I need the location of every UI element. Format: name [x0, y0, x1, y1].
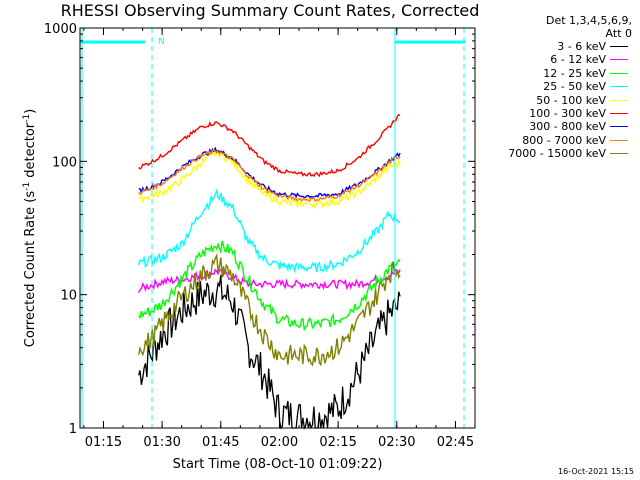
series-line-1 — [138, 275, 401, 430]
y-axis-label-part: ) — [23, 109, 38, 114]
legend-item: 7000 - 15000 keV — [484, 147, 634, 160]
legend-item: 300 - 800 keV — [484, 120, 634, 133]
y-tick-label: 10 — [60, 289, 77, 304]
legend-label: 300 - 800 keV — [529, 120, 606, 134]
plot-frame — [79, 27, 476, 429]
y-axis-label-superscript: -1 — [22, 182, 32, 191]
legend-label: 100 - 300 keV — [529, 107, 606, 120]
legend-label: 3 - 6 keV — [557, 40, 606, 53]
legend-label: 50 - 100 keV — [536, 93, 606, 107]
legend-label: 6 - 12 keV — [550, 53, 606, 67]
x-tick-label: 01:45 — [202, 435, 239, 450]
x-tick-label: 01:30 — [143, 435, 180, 450]
x-axis-label: Start Time (08-Oct-10 01:09:22) — [173, 457, 383, 472]
chart-title: RHESSI Observing Summary Count Rates, Co… — [60, 1, 480, 20]
series-line-3 — [138, 240, 401, 331]
y-axis-label-part: Corrected Count Rate (s — [23, 191, 38, 348]
legend-swatch — [610, 139, 628, 141]
legend-item: 25 - 50 keV — [484, 80, 634, 93]
legend-swatch — [610, 113, 628, 114]
legend-swatch — [610, 72, 628, 74]
x-tick-label: 02:30 — [378, 435, 415, 450]
x-tick-label: 01:15 — [85, 435, 122, 450]
legend-item: 50 - 100 keV — [484, 94, 634, 107]
legend-label: 25 - 50 keV — [543, 80, 606, 94]
legend-header-detectors: Det 1,3,4,5,6,9, — [545, 14, 632, 27]
x-tick-label: 02:00 — [261, 435, 298, 450]
legend-item: 3 - 6 keV — [484, 40, 634, 53]
legend-label: 7000 - 15000 keV — [508, 147, 606, 161]
x-tick-label: 02:15 — [319, 435, 356, 450]
legend-item: 100 - 300 keV — [484, 107, 634, 120]
legend-swatch — [610, 46, 628, 47]
series-line-6 — [138, 113, 401, 178]
y-axis-label: Corrected Count Rate (s-1 detector-1) — [22, 109, 38, 347]
legend-swatch — [610, 99, 628, 101]
generation-timestamp: 16-Oct-2021 15:15 — [558, 467, 634, 476]
y-axis-label-part: detector — [23, 122, 38, 182]
legend-swatch — [610, 153, 628, 155]
legend-item: 12 - 25 keV — [484, 67, 634, 80]
series-line-9 — [138, 253, 401, 367]
y-tick-label: 100 — [52, 155, 77, 170]
legend-swatch — [610, 86, 628, 88]
y-tick-label: 1000 — [44, 22, 77, 37]
night-marker-label: N — [158, 37, 165, 47]
legend-item: 6 - 12 keV — [484, 53, 634, 66]
legend-label: 12 - 25 keV — [543, 66, 606, 80]
series-line-8 — [138, 148, 401, 203]
legend-item: 800 - 7000 keV — [484, 134, 634, 147]
x-tick-label: 02:45 — [437, 435, 474, 450]
legend-swatch — [610, 59, 628, 61]
legend-label: 800 - 7000 keV — [522, 133, 606, 147]
series-line-2 — [138, 268, 401, 293]
y-axis-label-superscript: -1 — [22, 114, 32, 123]
series-line-4 — [138, 188, 401, 274]
y-tick-label: 1 — [69, 422, 77, 437]
legend-header-attenuator: Att 0 — [605, 27, 632, 40]
series-line-5 — [138, 147, 401, 210]
legend-swatch — [610, 126, 628, 128]
